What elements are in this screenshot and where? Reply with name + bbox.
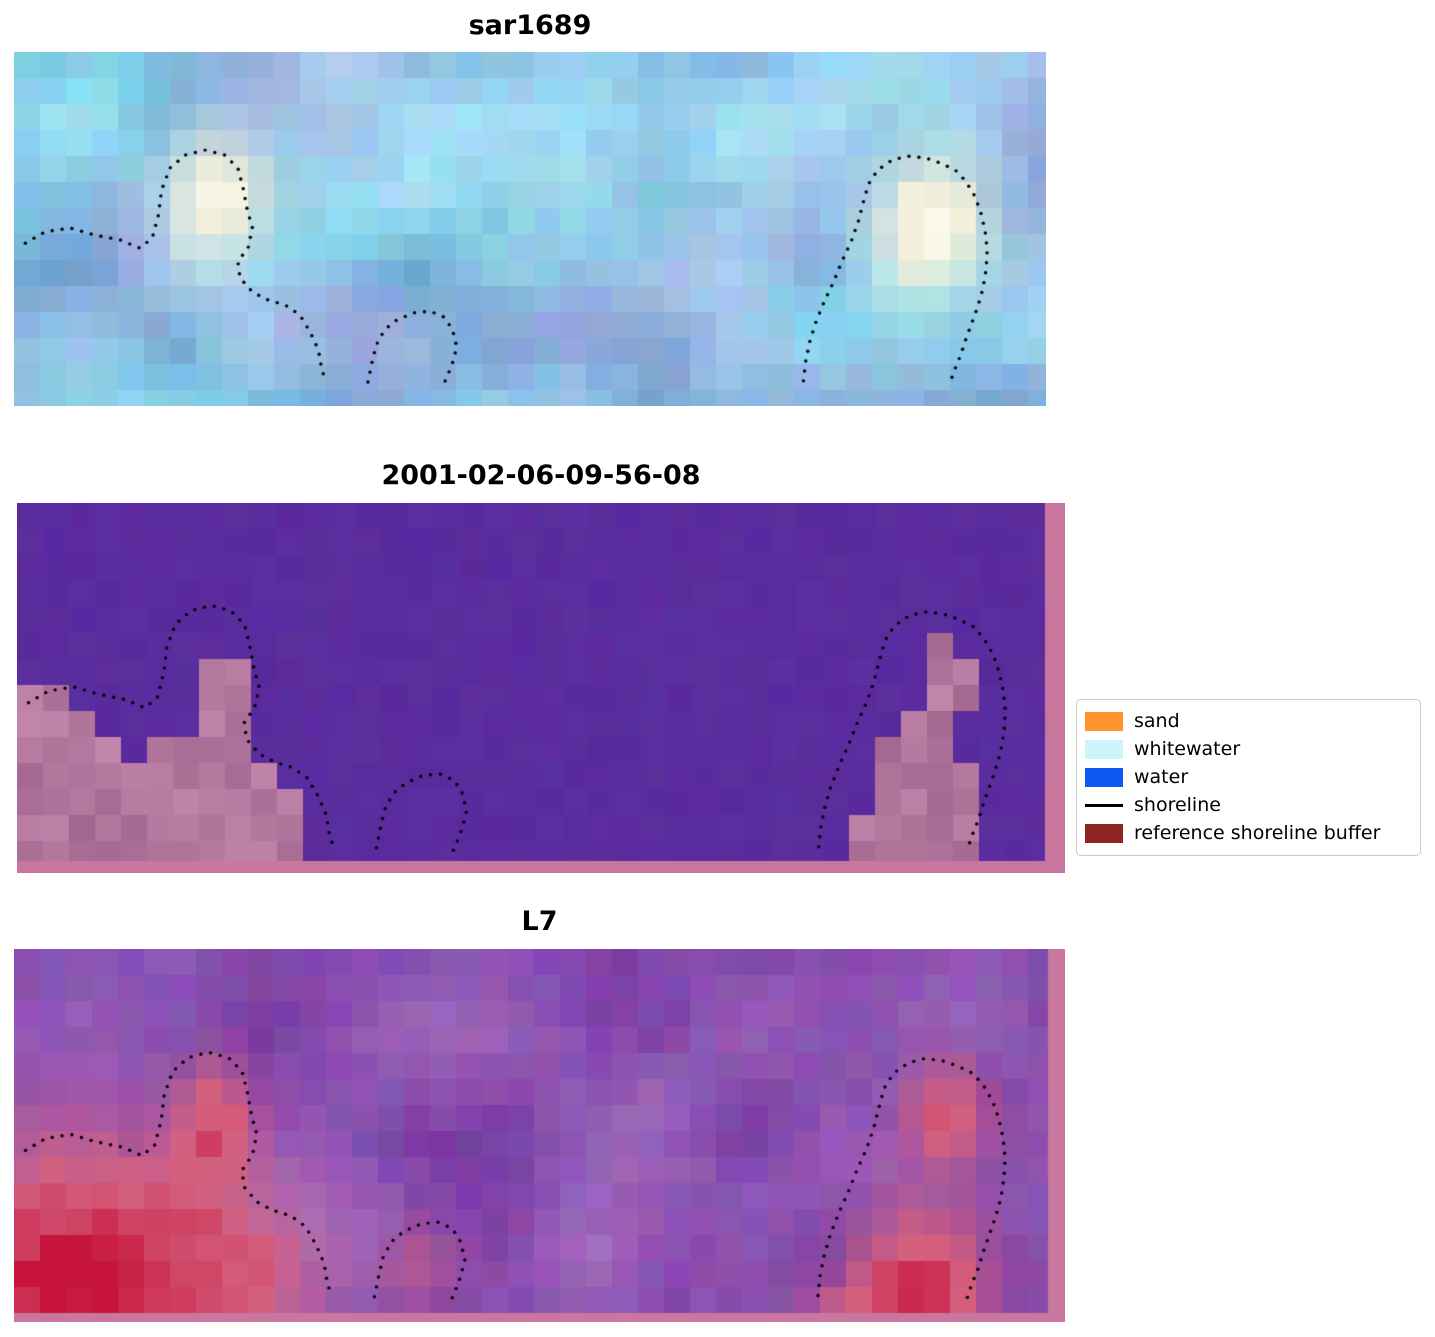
legend-row-water: water	[1085, 763, 1412, 791]
legend-label-water: water	[1134, 766, 1189, 788]
legend-row-shoreline: shoreline	[1085, 792, 1412, 820]
whitewater-swatch	[1085, 739, 1123, 759]
shoreline-line-swatch	[1085, 796, 1123, 815]
reference-buffer-swatch	[1085, 824, 1123, 844]
legend-label-shoreline: shoreline	[1134, 794, 1221, 817]
legend: sand whitewater water shoreline referenc…	[1076, 699, 1421, 856]
legend-row-sand: sand	[1085, 707, 1412, 735]
l7-image-canvas	[14, 949, 1065, 1322]
legend-label-whitewater: whitewater	[1134, 737, 1241, 760]
classification-image-canvas	[17, 503, 1065, 873]
sand-swatch	[1085, 711, 1123, 731]
panel-title-sar1689: sar1689	[468, 10, 592, 41]
legend-label-reference-buffer: reference shoreline buffer	[1134, 822, 1381, 845]
legend-row-whitewater: whitewater	[1085, 735, 1412, 763]
water-swatch	[1085, 768, 1123, 787]
sar-image-canvas	[14, 52, 1046, 406]
panel-title-l7: L7	[521, 906, 558, 937]
legend-row-reference-buffer: reference shoreline buffer	[1085, 820, 1412, 848]
legend-label-sand: sand	[1134, 709, 1180, 732]
panel-title-date: 2001-02-06-09-56-08	[381, 460, 701, 491]
